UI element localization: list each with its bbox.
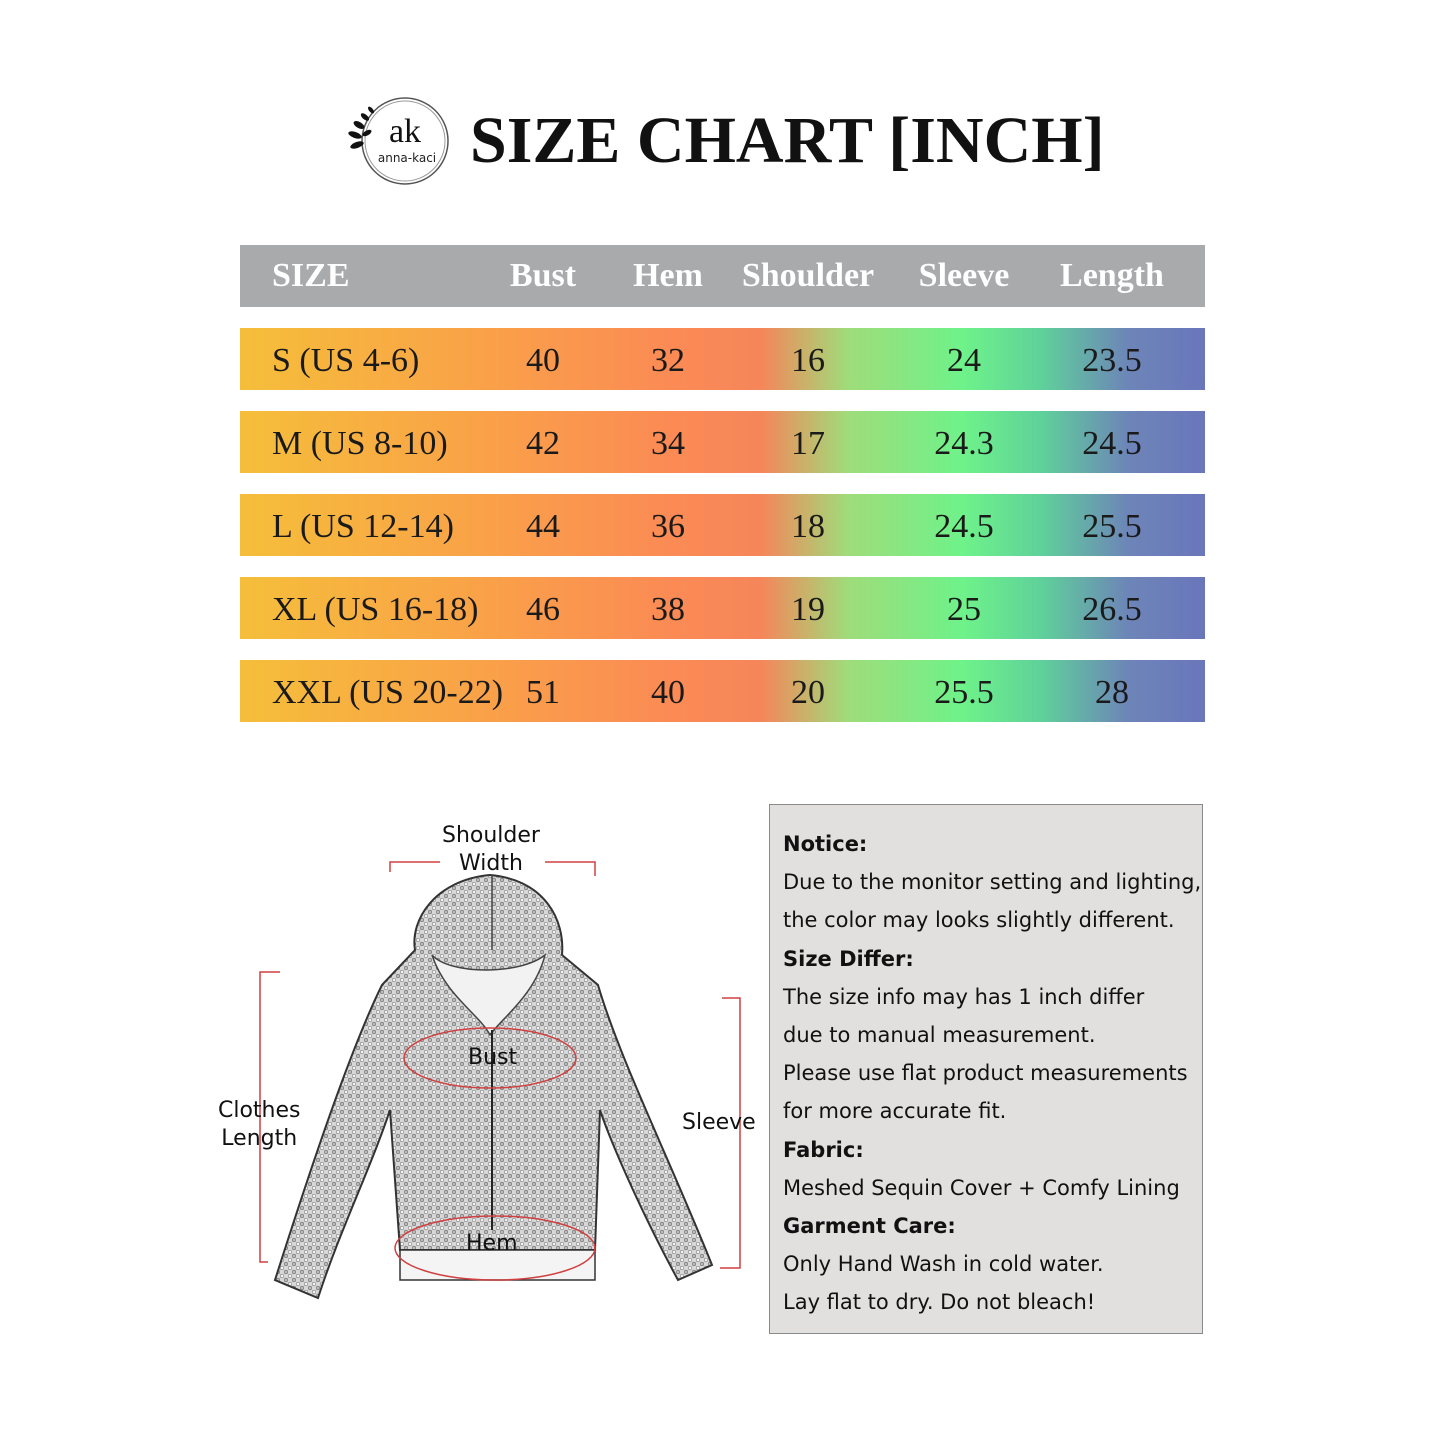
cell-bust: 51 [526,674,560,711]
fabric-text: Meshed Sequin Cover + Comfy Lining [783,1175,1180,1200]
cell-hem: 40 [651,674,685,711]
size-differ-text: The size info may has 1 inch differ [783,984,1145,1009]
notice-text: Due to the monitor setting and lighting, [783,870,1202,895]
label-shoulder-line1: Shoulder [442,823,540,848]
cell-sleeve: 25 [947,591,981,628]
header-sleeve: Sleeve [918,257,1010,294]
cell-length: 23.5 [1082,342,1142,379]
cell-size: XXL (US 20-22) [272,674,504,711]
cell-shoulder: 17 [791,425,825,462]
label-length-line1: Clothes [218,1098,301,1123]
table-row: XXL (US 20-22) 51 40 20 25.5 28 [240,660,1205,722]
cell-length: 25.5 [1082,508,1142,545]
label-length-line2: Length [221,1126,298,1151]
logo-monogram: ak [389,113,421,150]
cell-sleeve: 24 [947,342,981,379]
header-size: SIZE [272,257,350,294]
label-hem: Hem [466,1231,518,1256]
cell-bust: 40 [526,342,560,379]
table-header: SIZE Bust Hem Shoulder Sleeve Length [240,245,1205,307]
fabric-heading: Fabric: [783,1137,864,1162]
size-differ-text: due to manual measurement. [783,1023,1096,1048]
size-differ-text: Please use flat product measurements [783,1061,1188,1086]
header-hem: Hem [633,257,703,294]
table-row: M (US 8-10) 42 34 17 24.3 24.5 [240,411,1205,473]
cell-size: L (US 12-14) [272,508,454,545]
cell-sleeve: 24.5 [934,508,994,545]
garment-care-heading: Garment Care: [783,1214,956,1239]
table-row: S (US 4-6) 40 32 16 24 23.5 [240,328,1205,390]
cell-bust: 42 [526,425,560,462]
cell-hem: 32 [651,342,685,379]
header-bust: Bust [509,257,577,294]
notice-panel: Notice: Due to the monitor setting and l… [769,804,1203,1334]
leaf-icon [348,106,374,149]
cell-hem: 34 [651,425,685,462]
cell-shoulder: 19 [791,591,825,628]
table-row: L (US 12-14) 44 36 18 24.5 25.5 [240,494,1205,556]
hoodie-illustration [259,861,741,1300]
cell-shoulder: 20 [791,674,825,711]
cell-sleeve: 25.5 [934,674,994,711]
cell-shoulder: 16 [791,342,825,379]
page-title: SIZE CHART [INCH] [470,104,1105,177]
cell-bust: 46 [526,591,560,628]
label-sleeve: Sleeve [682,1110,756,1135]
label-shoulder-line2: Width [459,851,523,876]
hoodie-diagram: Shoulder Width Bust Clothes Length Sleev… [200,810,770,1320]
cell-shoulder: 18 [791,508,825,545]
header-length: Length [1060,257,1164,294]
size-differ-text: for more accurate fit. [783,1099,1007,1124]
label-bust: Bust [468,1045,518,1070]
cell-hem: 36 [651,508,685,545]
cell-length: 24.5 [1082,425,1142,462]
cell-size: M (US 8-10) [272,425,448,462]
notice-heading: Notice: [783,832,868,856]
logo-wordmark: anna-kaci [378,151,436,165]
label-shoulder-width: Shoulder Width [442,822,540,878]
notice-text: the color may looks slightly different. [783,908,1175,933]
cell-size: XL (US 16-18) [272,591,479,628]
cell-length: 28 [1095,674,1129,711]
garment-care-text: Lay flat to dry. Do not bleach! [783,1290,1096,1315]
size-differ-heading: Size Differ: [783,946,914,971]
cell-length: 26.5 [1082,591,1142,628]
cell-sleeve: 24.3 [934,425,994,462]
table-row: XL (US 16-18) 46 38 19 25 26.5 [240,577,1205,639]
cell-hem: 38 [651,591,685,628]
cell-bust: 44 [526,508,560,545]
garment-care-text: Only Hand Wash in cold water. [783,1252,1104,1277]
header-shoulder: Shoulder [741,257,875,294]
label-clothes-length: Clothes Length [218,1097,301,1153]
brand-logo: ak anna-kaci [345,95,455,190]
cell-size: S (US 4-6) [272,342,420,379]
